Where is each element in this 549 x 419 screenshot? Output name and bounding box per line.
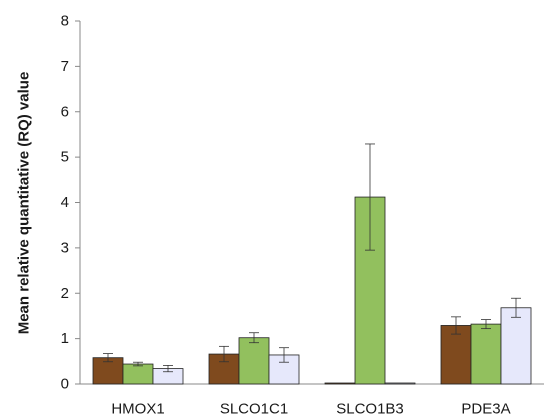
error-bar-slco1c1-series-1 bbox=[219, 345, 229, 363]
y-tick-label: 4 bbox=[61, 194, 69, 211]
bar-slco1b3-series-1 bbox=[324, 382, 356, 385]
error-bar-pde3a-series-1 bbox=[451, 316, 461, 335]
x-tick-label: HMOX1 bbox=[111, 401, 164, 418]
y-tick-label: 0 bbox=[61, 376, 69, 393]
x-tick-label: SLCO1B3 bbox=[336, 401, 404, 418]
y-tick-label: 5 bbox=[61, 149, 69, 166]
y-axis-ticks: 0 1 2 3 4 5 6 7 8 bbox=[61, 13, 80, 393]
y-tick-label: 2 bbox=[61, 285, 69, 302]
error-bar-hmox1-series-3 bbox=[163, 364, 173, 373]
error-bar-pde3a-series-2 bbox=[481, 319, 491, 330]
x-tick-label: SLCO1C1 bbox=[220, 401, 288, 418]
error-bar-hmox1-series-1 bbox=[103, 353, 113, 363]
bars-group bbox=[92, 196, 532, 385]
y-axis-label: Mean relative quantitative (RQ) value bbox=[16, 72, 33, 335]
y-tick-label: 1 bbox=[61, 330, 69, 347]
y-tick-label: 3 bbox=[61, 239, 69, 256]
error-bar-slco1c1-series-2 bbox=[249, 332, 259, 344]
bar-pde3a-series-2 bbox=[470, 323, 502, 385]
bar-slco1b3-series-3 bbox=[384, 382, 416, 385]
x-axis-labels: HMOX1 SLCO1C1 SLCO1B3 PDE3A bbox=[111, 401, 510, 418]
y-tick-label: 6 bbox=[61, 103, 69, 120]
error-bar-slco1b3-series-2 bbox=[365, 143, 375, 251]
error-bar-slco1c1-series-3 bbox=[279, 347, 289, 363]
error-bar-hmox1-series-2 bbox=[133, 361, 143, 367]
x-tick-label: PDE3A bbox=[461, 401, 510, 418]
error-bars-group bbox=[103, 143, 521, 373]
bar-slco1c1-series-3 bbox=[268, 354, 300, 385]
bar-slco1c1-series-2 bbox=[238, 337, 270, 385]
y-tick-label: 8 bbox=[61, 13, 69, 30]
bar-hmox1-series-2 bbox=[122, 363, 154, 385]
bar-pde3a-series-3 bbox=[500, 307, 532, 385]
error-bar-pde3a-series-3 bbox=[511, 297, 521, 318]
y-tick-label: 7 bbox=[61, 58, 69, 75]
